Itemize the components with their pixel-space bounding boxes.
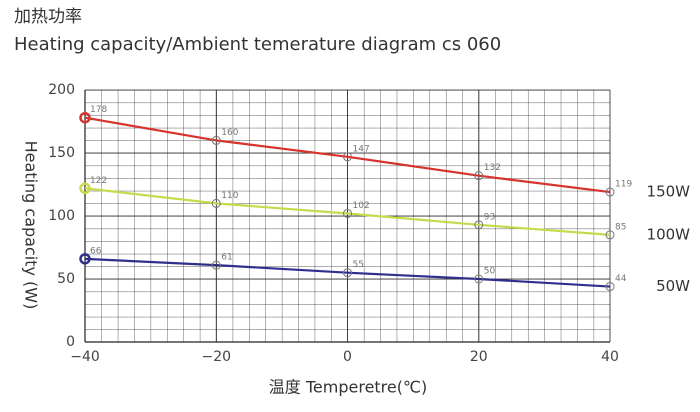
data-label: 61 (221, 253, 232, 263)
data-label: 50 (484, 267, 496, 277)
x-tick-label: 40 (601, 349, 619, 365)
data-label: 66 (90, 246, 102, 256)
data-label: 102 (353, 201, 370, 211)
point (605, 282, 615, 292)
y-tick-label: 0 (66, 334, 75, 350)
data-label: 178 (90, 105, 107, 115)
data-label: 147 (353, 144, 370, 154)
y-tick-label: 100 (48, 208, 75, 224)
data-label: 110 (221, 191, 238, 201)
point (211, 135, 221, 145)
data-label: 93 (484, 212, 495, 222)
data-label: 132 (484, 163, 501, 173)
y-tick-label: 200 (48, 82, 75, 98)
point (343, 268, 352, 278)
point (474, 171, 484, 181)
data-label: 44 (615, 274, 627, 284)
y-tick-label: 150 (48, 145, 75, 161)
chart-subtitle: Heating capacity/Ambient temerature diag… (14, 34, 501, 55)
y-tick-label: 50 (57, 271, 75, 287)
point (211, 260, 221, 270)
data-label: 119 (615, 180, 632, 190)
point (79, 111, 91, 124)
data-label: 122 (90, 176, 107, 186)
point (605, 230, 615, 240)
point (605, 187, 615, 197)
point (211, 198, 221, 208)
legend-label: 150W (647, 183, 691, 201)
x-axis-label: 温度 Temperetre(℃) (269, 378, 427, 397)
legend-label: 100W (647, 225, 691, 243)
x-tick-label: −40 (70, 349, 100, 365)
point (474, 220, 484, 230)
legend-label: 50W (656, 277, 690, 295)
point (343, 208, 352, 218)
data-label: 85 (615, 222, 626, 232)
x-tick-label: −20 (201, 349, 231, 365)
data-label: 55 (353, 260, 364, 270)
y-axis-label: Heating capacity (W) (22, 141, 41, 310)
point (343, 152, 352, 162)
data-label: 160 (221, 128, 238, 138)
point (79, 182, 91, 195)
point (474, 274, 484, 284)
x-tick-label: 20 (470, 349, 488, 365)
series-line (84, 116, 611, 194)
series-line (84, 187, 611, 236)
chart-title: 加热功率 (14, 7, 82, 27)
x-tick-label: 0 (343, 349, 352, 365)
series-line (84, 257, 611, 288)
point (79, 253, 91, 265)
